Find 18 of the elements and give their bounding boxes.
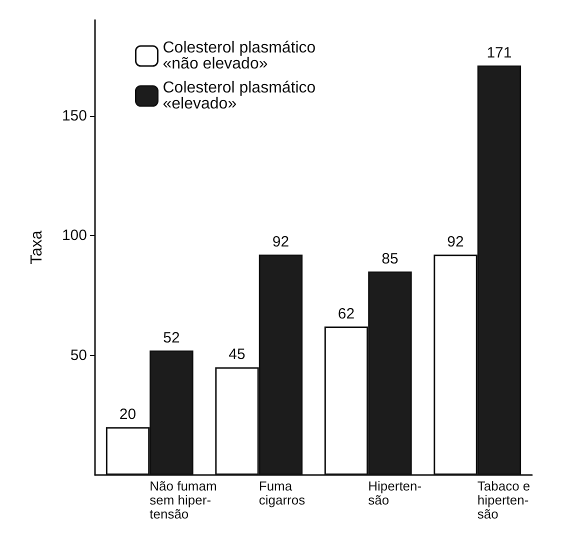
- data-label: 52: [163, 329, 180, 346]
- data-label: 92: [447, 234, 464, 251]
- legend-label: Colesterol plasmático «não elevado»: [162, 40, 316, 72]
- x-tick-label: Fuma cigarros: [258, 478, 306, 508]
- data-label: 62: [338, 306, 355, 323]
- y-tick-label: 50: [70, 346, 87, 364]
- data-label: 45: [228, 346, 246, 364]
- legend-label: Colesterol plasmático «elevado»: [162, 80, 316, 112]
- x-tick-label: Hiperten- são: [368, 478, 422, 508]
- data-label: 92: [272, 234, 290, 251]
- y-axis-title: Taxa: [28, 230, 46, 264]
- data-label: 85: [382, 250, 398, 268]
- y-tick-label: 100: [62, 227, 87, 244]
- x-tick-label: Tabaco e hiperten- são: [477, 478, 530, 522]
- data-label: 171: [486, 44, 512, 62]
- y-tick-label: 150: [62, 107, 87, 124]
- x-tick-label: Não fumam sem hiper- tensão: [150, 478, 217, 522]
- data-label: 20: [119, 406, 136, 424]
